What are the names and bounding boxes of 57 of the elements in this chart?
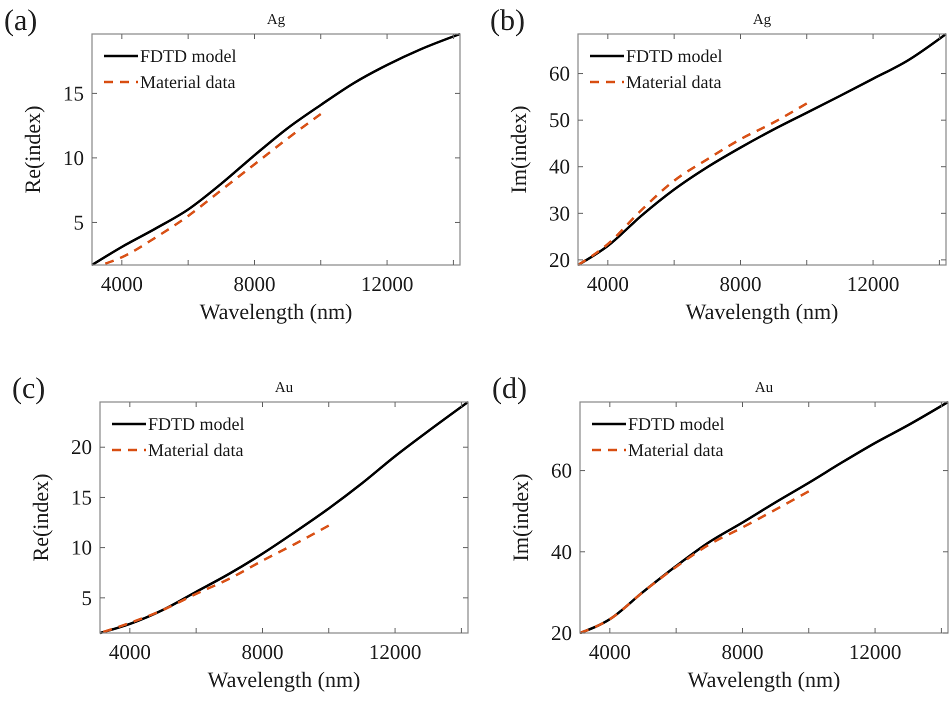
- chart-title: Au: [274, 380, 294, 396]
- line-series: [576, 32, 948, 266]
- line-series: [578, 490, 810, 634]
- legend-label: FDTD model: [626, 46, 722, 66]
- text: (d): [492, 372, 527, 405]
- legend-label: Material data: [148, 440, 244, 460]
- x-tick-label: 4000: [100, 272, 143, 296]
- y-tick-label: 40: [551, 540, 572, 564]
- x-tick-label: 8000: [233, 272, 276, 296]
- chart-title: Ag: [752, 12, 772, 28]
- y-tick-label: 15: [71, 485, 92, 510]
- x-tick-label: 4000: [108, 640, 151, 664]
- y-tick-label: 10: [71, 536, 92, 560]
- x-tick-label: 12000: [368, 640, 422, 664]
- line-series: [104, 112, 322, 265]
- y-tick-label: 20: [551, 621, 572, 645]
- y-tick-label: 50: [549, 108, 570, 132]
- x-tick-label: 4000: [588, 640, 631, 664]
- legend-label: FDTD model: [148, 414, 244, 434]
- line-series: [576, 102, 808, 266]
- y-tick-label: 60: [549, 62, 570, 86]
- y-tick-label: 60: [551, 458, 572, 483]
- y-tick-label: 15: [63, 81, 84, 106]
- y-tick-label: 30: [549, 201, 570, 226]
- x-axis-title: Wavelength (nm): [200, 299, 352, 324]
- x-tick-label: 12000: [360, 272, 414, 296]
- legend-label: FDTD model: [140, 46, 236, 66]
- y-axis-title: Im(index): [508, 474, 533, 562]
- x-tick-label: 8000: [721, 640, 764, 664]
- line-series: [102, 524, 330, 634]
- y-tick-label: 20: [71, 435, 92, 460]
- text: (a): [4, 4, 38, 37]
- legend-label: FDTD model: [628, 414, 724, 434]
- x-axis-title: Wavelength (nm): [208, 667, 360, 692]
- legend-label: Material data: [628, 440, 724, 460]
- y-tick-label: 20: [549, 248, 570, 272]
- x-axis-title: Wavelength (nm): [688, 667, 840, 692]
- y-axis-title: Re(index): [20, 106, 45, 194]
- chart-title: Ag: [266, 12, 286, 28]
- y-tick-label: 5: [82, 586, 92, 610]
- legend-label: Material data: [140, 72, 236, 92]
- line-series: [90, 32, 462, 266]
- y-tick-label: 5: [74, 210, 84, 234]
- x-tick-label: 4000: [586, 272, 629, 296]
- text: (c): [12, 372, 46, 405]
- text: (b): [490, 4, 525, 37]
- y-tick-label: 40: [549, 154, 570, 179]
- x-tick-label: 12000: [846, 272, 900, 296]
- x-tick-label: 12000: [848, 640, 902, 664]
- y-axis-title: Re(index): [28, 474, 53, 562]
- y-tick-label: 10: [63, 146, 84, 170]
- y-axis-title: Im(index): [506, 106, 531, 194]
- legend-label: Material data: [626, 72, 722, 92]
- x-axis-title: Wavelength (nm): [686, 299, 838, 324]
- chart-title: Au: [754, 380, 774, 396]
- x-tick-label: 8000: [241, 640, 284, 664]
- x-tick-label: 8000: [719, 272, 762, 296]
